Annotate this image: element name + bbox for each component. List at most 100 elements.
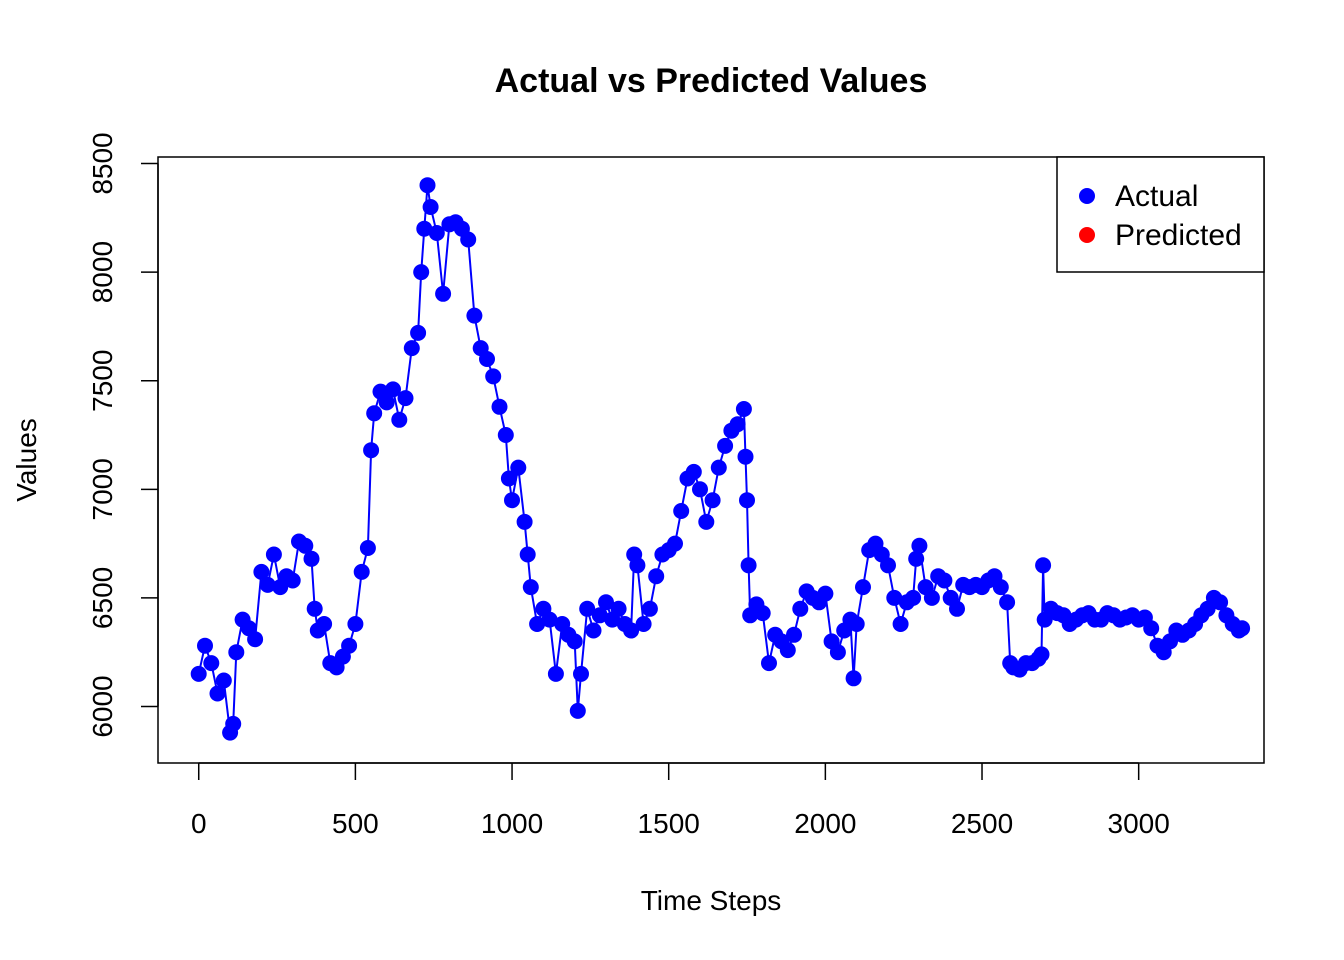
data-point-actual (648, 568, 665, 585)
data-point-actual (936, 572, 953, 589)
legend: Actual Predicted (1056, 156, 1265, 273)
data-point-actual (366, 405, 383, 422)
data-point-actual (905, 589, 922, 606)
data-point-actual (397, 390, 414, 407)
data-point-actual (737, 448, 754, 465)
data-point-actual (635, 616, 652, 632)
x-tick-label: 1500 (638, 808, 700, 839)
data-point-actual (228, 644, 245, 661)
data-point-actual (500, 470, 517, 487)
data-point-actual (541, 611, 558, 628)
data-point-actual (516, 513, 533, 530)
data-point-actual (735, 401, 752, 417)
data-point-actual (265, 546, 282, 563)
legend-label-predicted: Predicted (1115, 219, 1242, 252)
data-point-actual (685, 463, 702, 480)
data-point-actual (610, 600, 627, 617)
data-point-actual (303, 550, 320, 567)
data-point-actual (504, 492, 520, 509)
data-point-actual (1212, 594, 1229, 611)
y-tick-label: 7000 (87, 458, 118, 520)
data-point-actual (197, 637, 213, 654)
legend-marker-predicted (1079, 227, 1095, 243)
data-point-actual (911, 537, 928, 554)
data-point-actual (692, 481, 708, 498)
data-point-actual (466, 307, 483, 324)
data-point-actual (485, 368, 502, 385)
data-point-actual (410, 324, 427, 341)
x-tick-label: 3000 (1108, 808, 1170, 839)
data-point-actual (566, 633, 583, 650)
x-tick-label: 0 (191, 808, 207, 839)
plot-series (190, 177, 1251, 741)
data-point-actual (754, 605, 771, 622)
data-point-actual (422, 199, 439, 215)
data-point-actual (673, 503, 690, 519)
data-point-actual (378, 394, 395, 411)
data-point-actual (491, 398, 508, 415)
x-tick-label: 500 (332, 808, 379, 839)
data-point-actual (247, 631, 264, 648)
data-point-actual (284, 572, 301, 589)
data-point-actual (729, 416, 746, 433)
data-point-actual (1234, 620, 1251, 637)
y-tick-label: 6500 (87, 567, 118, 629)
data-point-actual (641, 600, 658, 617)
data-point-actual (547, 665, 564, 682)
data-point-actual (341, 637, 358, 654)
data-point-actual (892, 616, 909, 632)
data-point-actual (855, 579, 871, 596)
data-point-actual (435, 285, 452, 302)
data-point-actual (510, 459, 527, 476)
data-point-actual (848, 616, 865, 632)
x-axis: 0 500 1000 1500 2000 2500 3000 (191, 762, 1170, 839)
data-point-actual (999, 594, 1016, 611)
y-tick-label: 8000 (87, 241, 118, 303)
data-point-actual (792, 600, 809, 617)
data-point-actual (413, 264, 430, 281)
data-point-actual (522, 579, 539, 596)
data-point-actual (829, 644, 846, 661)
data-point-actual (569, 702, 586, 719)
x-tick-label: 2000 (794, 808, 856, 839)
data-point-actual (385, 381, 401, 398)
data-point-actual (779, 642, 796, 659)
data-point-actual (573, 665, 589, 682)
y-tick-label: 8500 (87, 132, 118, 194)
y-axis-title: Values (11, 418, 42, 502)
x-axis-title: Time Steps (641, 885, 782, 916)
data-point-actual (740, 557, 757, 574)
data-point-actual (739, 492, 755, 509)
data-point-actual (479, 351, 495, 367)
data-point-actual (886, 589, 903, 606)
data-point-actual (306, 600, 323, 617)
data-point-actual (786, 626, 802, 643)
data-point-actual (667, 535, 683, 552)
y-tick-label: 6000 (87, 675, 118, 737)
data-point-actual (253, 563, 270, 580)
legend-label-actual: Actual (1115, 180, 1198, 213)
data-point-actual (704, 492, 721, 509)
data-point-actual (419, 177, 436, 194)
data-point-actual (297, 537, 314, 554)
legend-marker-actual (1079, 188, 1095, 204)
data-point-actual (585, 622, 602, 639)
data-point-actual (817, 585, 834, 602)
data-point-actual (529, 616, 546, 632)
data-point-actual (428, 225, 445, 241)
data-point-actual (923, 589, 940, 606)
data-point-actual (215, 672, 232, 689)
data-point-actual (519, 546, 536, 563)
data-point-actual (190, 665, 207, 682)
data-point-actual (353, 563, 370, 580)
x-tick-label: 1000 (481, 808, 543, 839)
data-point-actual (359, 540, 376, 556)
data-point-actual (717, 437, 734, 454)
y-axis: 6000 6500 7000 7500 8000 8500 (87, 132, 159, 738)
data-point-actual (497, 427, 514, 443)
data-point-actual (579, 600, 596, 617)
data-point-actual (1143, 620, 1160, 637)
data-point-actual (623, 622, 640, 639)
data-point-actual (1033, 646, 1050, 663)
data-point-actual (363, 442, 380, 459)
